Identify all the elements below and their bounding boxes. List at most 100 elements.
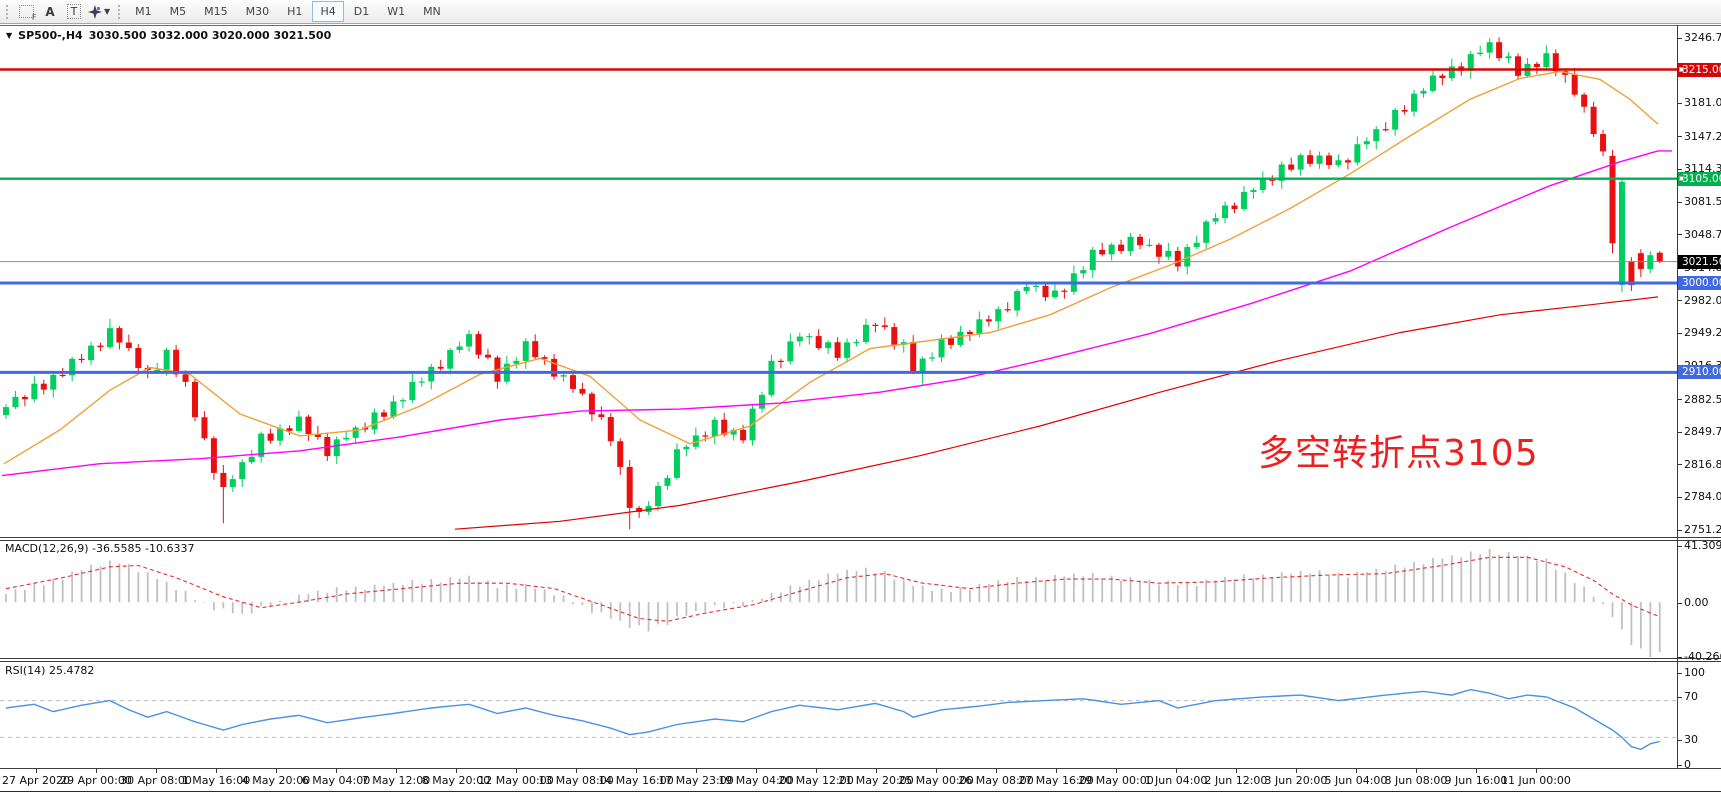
macd-axis-label: -40.2666	[1684, 650, 1721, 663]
time-axis-label: 27 May 16:00	[1018, 774, 1094, 787]
text-tool-button[interactable]: T	[63, 1, 85, 22]
time-tick-mark	[396, 769, 397, 773]
toolbar: F A T ▼ M1 M5 M15 M30 H1 H4 D1 W1 MN	[0, 0, 1721, 24]
window-bottom-edge	[0, 791, 1721, 792]
rsi-indicator-label: RSI(14) 25.4782	[5, 664, 95, 677]
time-tick-mark	[636, 769, 637, 773]
time-tick-mark	[1176, 769, 1177, 773]
level-price-label: 3215.000	[1678, 62, 1721, 77]
time-tick-mark	[1236, 769, 1237, 773]
time-axis-label: 29 May 00:00	[1078, 774, 1154, 787]
price-tick-mark	[1677, 464, 1682, 466]
time-tick-mark	[216, 769, 217, 773]
font-tool-button[interactable]: A	[39, 1, 61, 22]
time-axis-label: 1 Jun 04:00	[1144, 774, 1208, 787]
macd-tick-mark	[1677, 545, 1682, 547]
chevron-down-icon: ▼	[104, 7, 111, 16]
time-axis-label: 11 Jun 00:00	[1501, 774, 1571, 787]
time-axis-label: 29 Apr 00:00	[60, 774, 132, 787]
time-tick-mark	[1116, 769, 1117, 773]
toolbar-grip[interactable]	[6, 4, 8, 19]
macd-panel-bottom-border	[0, 658, 1721, 659]
macd-axis-label: 0.00	[1684, 596, 1709, 609]
price-tick-label: 3246.725	[1684, 31, 1721, 44]
timeframe-button-m5[interactable]: M5	[169, 5, 187, 18]
time-axis-label: 7 May 12:00	[361, 774, 431, 787]
time-axis-label: 8 Jun 08:00	[1384, 774, 1448, 787]
timeframe-button-h4[interactable]: H4	[312, 1, 344, 22]
time-tick-mark	[516, 769, 517, 773]
price-tick-label: 3048.720	[1684, 227, 1721, 241]
time-tick-mark	[816, 769, 817, 773]
price-tick-mark	[1677, 102, 1682, 104]
time-axis-label: 1 May 16:00	[181, 774, 251, 787]
stylus-icon	[88, 4, 102, 19]
price-tick-label: 2982.055	[1684, 293, 1721, 307]
timeframe-button-h1[interactable]: H1	[287, 5, 303, 18]
time-axis-label: 8 May 20:00	[421, 774, 491, 787]
level-anchor-square	[1679, 66, 1684, 72]
rsi-axis-label: 100	[1684, 666, 1705, 679]
timeframe-button-m15[interactable]: M15	[204, 5, 228, 18]
price-tick-label: 2949.220	[1684, 326, 1721, 340]
time-axis-label: 4 May 20:00	[241, 774, 311, 787]
main-panel-top-border	[0, 25, 1721, 26]
price-tick-label: 3181.055	[1684, 96, 1721, 110]
chart-dropdown-icon[interactable]: ▼	[6, 31, 13, 40]
time-tick-mark	[276, 769, 277, 773]
time-tick-mark	[1056, 769, 1057, 773]
marquee-select-button[interactable]: F	[15, 1, 37, 22]
rsi-panel-top-border	[0, 661, 1721, 662]
time-axis-label: 2 Jun 12:00	[1204, 774, 1268, 787]
time-axis-label: 30 Apr 08:00	[120, 774, 192, 787]
time-tick-mark	[756, 769, 757, 773]
time-axis-label: 21 May 20:00	[838, 774, 914, 787]
price-tick-label: 2816.885	[1684, 457, 1721, 471]
price-tick-mark	[1677, 201, 1682, 203]
price-tick-mark	[1677, 399, 1682, 401]
price-tick-label: 2751.215	[1684, 523, 1721, 536]
time-tick-mark	[576, 769, 577, 773]
time-axis-label: 27 Apr 2020	[1, 774, 71, 787]
price-tick-mark	[1677, 332, 1682, 334]
timeframe-button-m30[interactable]: M30	[245, 5, 270, 18]
price-tick-mark	[1677, 431, 1682, 433]
time-axis-label: 14 May 16:00	[598, 774, 674, 787]
time-axis-label: 19 May 04:00	[718, 774, 794, 787]
price-tick-mark	[1677, 136, 1682, 138]
macd-indicator-label: MACD(12,26,9) -36.5585 -10.6337	[5, 542, 195, 555]
time-tick-mark	[1356, 769, 1357, 773]
toolbar-grip[interactable]	[118, 4, 121, 19]
time-axis-label: 17 May 23:00	[658, 774, 734, 787]
timeframe-button-d1[interactable]: D1	[353, 5, 370, 18]
time-tick-mark	[936, 769, 937, 773]
price-tick-label: 2882.555	[1684, 392, 1721, 406]
price-tick-mark	[1677, 234, 1682, 236]
timeframe-button-mn[interactable]: MN	[423, 5, 441, 18]
drawing-tools-button[interactable]: ▼	[87, 1, 111, 22]
rsi-tick-mark	[1677, 739, 1682, 741]
time-tick-mark	[36, 769, 37, 773]
level-price-label: 3105.000	[1678, 171, 1721, 186]
time-tick-mark	[156, 769, 157, 773]
time-tick-mark	[336, 769, 337, 773]
time-axis-label: 26 May 08:00	[958, 774, 1034, 787]
price-tick-label: 2849.720	[1684, 425, 1721, 439]
text-icon: T	[66, 4, 82, 19]
level-price-label: 2910.000	[1678, 365, 1721, 380]
rsi-axis-label: 70	[1684, 690, 1698, 703]
level-anchor-square	[1679, 175, 1684, 181]
timeframe-button-w1[interactable]: W1	[387, 5, 406, 18]
rsi-tick-mark	[1677, 696, 1682, 698]
macd-axis-label: 41.3098	[1684, 539, 1721, 552]
timeframe-toolbar: M1 M5 M15 M30 H1 H4 D1 W1 MN	[126, 1, 450, 22]
time-tick-mark	[1476, 769, 1477, 773]
symbol-period-label: SP500-,H4	[18, 29, 83, 42]
price-tick-mark	[1677, 300, 1682, 302]
timeframe-button-m1[interactable]: M1	[135, 5, 152, 18]
time-tick-mark	[1416, 769, 1417, 773]
price-tick-label: 2784.050	[1684, 490, 1721, 504]
time-tick-mark	[96, 769, 97, 773]
